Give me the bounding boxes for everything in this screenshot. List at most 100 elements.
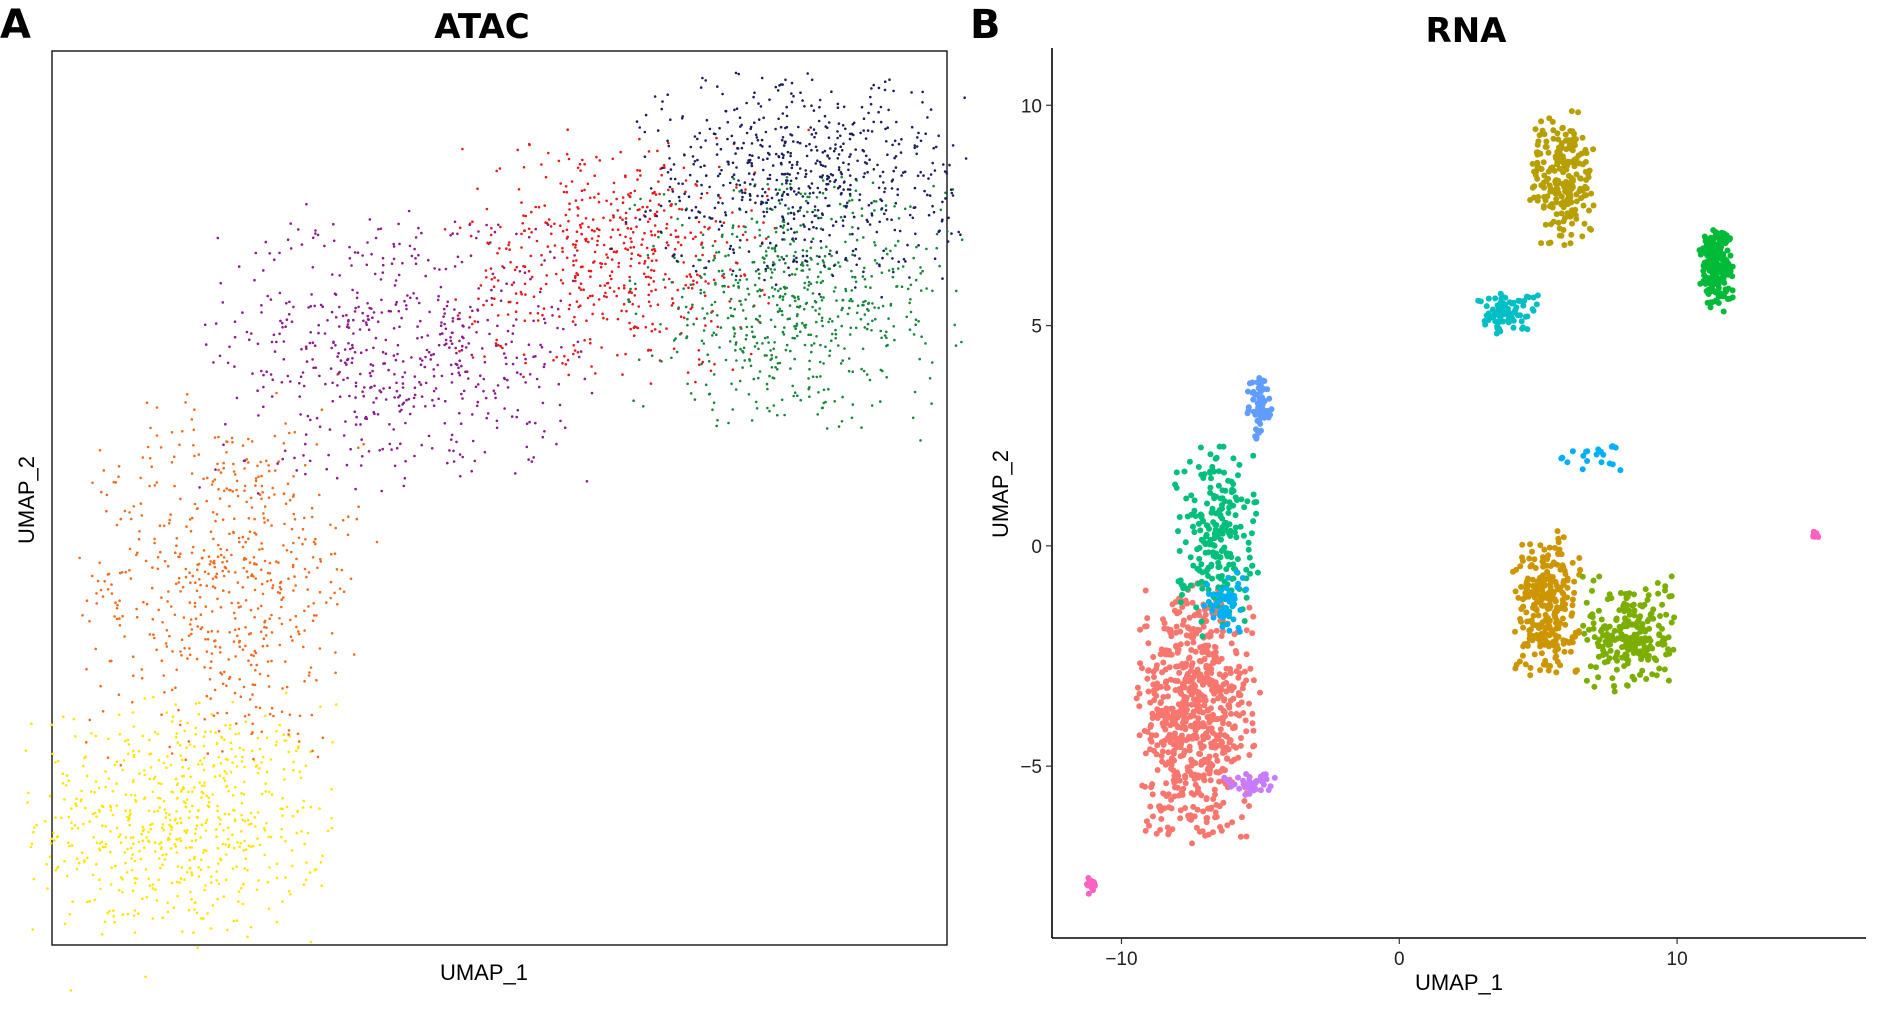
point-cluster-green: [755, 407, 759, 410]
point-cluster-2: [1659, 601, 1666, 608]
point-cluster-yellow: [192, 931, 195, 934]
point-cluster-1: [1520, 603, 1527, 610]
point-cluster-red: [588, 294, 592, 298]
point-cluster-navy: [896, 188, 899, 191]
point-cluster-red: [561, 246, 564, 250]
point-cluster-navy: [722, 184, 725, 187]
point-cluster-purple: [390, 262, 394, 266]
point-cluster-purple: [420, 231, 423, 235]
point-cluster-purple: [366, 302, 369, 305]
point-cluster-yellow: [204, 829, 208, 832]
point-cluster-purple: [295, 469, 299, 472]
point-cluster-purple: [374, 236, 378, 240]
point-cluster-purple: [300, 243, 304, 246]
point-cluster-red: [530, 231, 533, 234]
point-cluster-0: [1158, 816, 1165, 822]
point-cluster-navy: [872, 168, 876, 171]
point-cluster-red: [670, 216, 673, 219]
point-cluster-red: [609, 236, 613, 239]
point-cluster-purple: [401, 261, 404, 265]
point-cluster-navy: [791, 163, 794, 167]
point-cluster-orange: [251, 683, 255, 686]
point-cluster-red: [483, 355, 486, 358]
point-cluster-0: [1180, 682, 1187, 689]
point-cluster-red: [642, 272, 646, 276]
point-cluster-orange: [188, 653, 192, 657]
point-cluster-purple: [413, 393, 417, 397]
point-cluster-2: [1617, 590, 1624, 596]
point-cluster-green: [914, 318, 918, 322]
point-cluster-navy: [761, 187, 764, 191]
point-cluster-purple: [289, 380, 292, 383]
point-cluster-red: [553, 222, 556, 226]
point-cluster-green: [871, 302, 874, 305]
point-cluster-red: [461, 147, 464, 151]
point-cluster-orange: [139, 476, 142, 480]
point-cluster-navy: [785, 114, 789, 118]
point-cluster-yellow: [73, 824, 77, 827]
point-cluster-navy: [688, 216, 691, 220]
point-cluster-orange: [181, 585, 185, 589]
point-cluster-purple: [476, 320, 480, 324]
point-cluster-1: [1529, 576, 1536, 583]
point-cluster-0: [1136, 732, 1143, 739]
point-cluster-red: [606, 256, 609, 259]
point-cluster-purple: [397, 273, 401, 277]
point-cluster-navy: [891, 143, 894, 147]
point-cluster-yellow: [70, 827, 74, 830]
point-cluster-yellow: [148, 777, 152, 781]
point-cluster-green: [775, 226, 778, 230]
point-cluster-green: [628, 207, 632, 211]
point-cluster-green: [819, 281, 823, 285]
point-cluster-purple: [397, 396, 400, 399]
point-cluster-navy: [673, 177, 677, 181]
point-cluster-navy: [730, 134, 734, 138]
point-cluster-navy: [745, 131, 749, 135]
point-cluster-1: [1524, 585, 1531, 592]
point-cluster-1: [1530, 612, 1537, 619]
point-cluster-1: [1571, 578, 1578, 585]
point-cluster-0: [1230, 695, 1237, 702]
point-cluster-red: [547, 151, 550, 155]
point-cluster-orange: [270, 524, 273, 527]
point-cluster-1: [1519, 557, 1526, 564]
point-cluster-purple: [494, 344, 498, 348]
point-cluster-green: [719, 326, 723, 329]
point-cluster-yellow: [101, 824, 104, 827]
point-cluster-purple: [460, 364, 463, 368]
point-cluster-green: [778, 307, 782, 311]
point-cluster-orange: [292, 589, 295, 592]
point-cluster-red: [484, 269, 488, 272]
point-cluster-purple: [233, 320, 237, 324]
point-cluster-purple: [443, 312, 447, 315]
point-cluster-orange: [227, 570, 230, 573]
point-cluster-purple: [367, 328, 371, 332]
point-cluster-yellow: [176, 894, 179, 898]
point-cluster-red: [654, 288, 657, 292]
point-cluster-navy: [718, 172, 722, 176]
point-cluster-yellow: [330, 788, 333, 791]
point-cluster-red: [617, 287, 621, 290]
point-cluster-navy: [688, 173, 692, 177]
point-cluster-purple: [453, 308, 456, 311]
point-cluster-orange: [174, 582, 178, 586]
point-cluster-purple: [479, 374, 482, 378]
point-cluster-navy: [882, 249, 885, 253]
point-cluster-yellow: [109, 850, 112, 854]
point-cluster-orange: [256, 464, 259, 468]
point-cluster-navy: [812, 109, 816, 112]
point-cluster-1: [1553, 669, 1560, 676]
point-cluster-yellow: [263, 853, 267, 857]
point-cluster-yellow: [100, 933, 104, 936]
point-cluster-purple: [331, 399, 335, 403]
point-cluster-navy: [760, 76, 764, 80]
point-cluster-2: [1665, 634, 1672, 641]
point-cluster-orange: [213, 436, 217, 439]
point-cluster-purple: [413, 386, 417, 390]
point-cluster-red: [505, 247, 508, 250]
point-cluster-orange: [173, 484, 176, 488]
point-cluster-orange: [187, 634, 191, 637]
point-cluster-navy: [886, 153, 889, 156]
point-cluster-purple: [471, 439, 475, 443]
point-cluster-navy: [740, 189, 743, 192]
